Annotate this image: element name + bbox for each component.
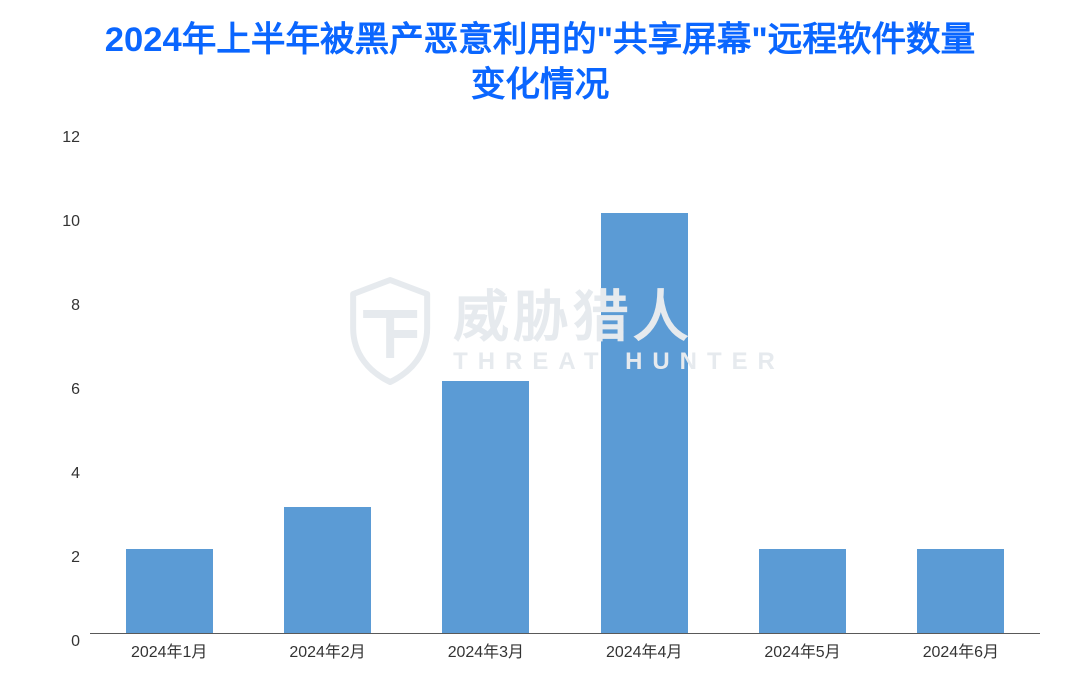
x-tick-label: 2024年4月 bbox=[606, 638, 682, 662]
bar bbox=[917, 549, 1004, 633]
chart-container: 威胁猎人THREAT HUNTER 0 2 4 6 8 10 12 2024年1月 2024年2… bbox=[30, 120, 1050, 674]
bar bbox=[442, 381, 529, 633]
x-tick-label: 2024年6月 bbox=[923, 638, 999, 662]
y-tick-label: 4 bbox=[30, 465, 80, 483]
chart-title-line1: 2024年上半年被黑产恶意利用的"共享屏幕"远程软件数量 bbox=[105, 21, 975, 59]
x-tick-label: 2024年1月 bbox=[131, 638, 207, 662]
bar bbox=[759, 549, 846, 633]
bar-chart: 威胁猎人THREAT HUNTER 0 2 4 6 8 10 12 2024年1月 2024年2… bbox=[30, 120, 1050, 674]
bar bbox=[126, 549, 213, 633]
y-tick-label: 2 bbox=[30, 549, 80, 567]
shield-icon bbox=[345, 276, 435, 386]
x-tick-label: 2024年5月 bbox=[764, 638, 840, 662]
chart-title: 2024年上半年被黑产恶意利用的"共享屏幕"远程软件数量 变化情况 bbox=[0, 0, 1080, 108]
y-tick-label: 8 bbox=[30, 297, 80, 315]
plot-area: 威胁猎人THREAT HUNTER bbox=[90, 130, 1040, 634]
x-tick-label: 2024年2月 bbox=[289, 638, 365, 662]
watermark: 威胁猎人THREAT HUNTER bbox=[345, 276, 785, 386]
bar bbox=[284, 507, 371, 633]
y-tick-label: 6 bbox=[30, 381, 80, 399]
bar bbox=[601, 213, 688, 633]
y-tick-label: 12 bbox=[30, 129, 80, 147]
y-tick-label: 10 bbox=[30, 213, 80, 231]
x-tick-label: 2024年3月 bbox=[448, 638, 524, 662]
y-tick-label: 0 bbox=[30, 633, 80, 651]
chart-title-line2: 变化情况 bbox=[471, 66, 609, 104]
